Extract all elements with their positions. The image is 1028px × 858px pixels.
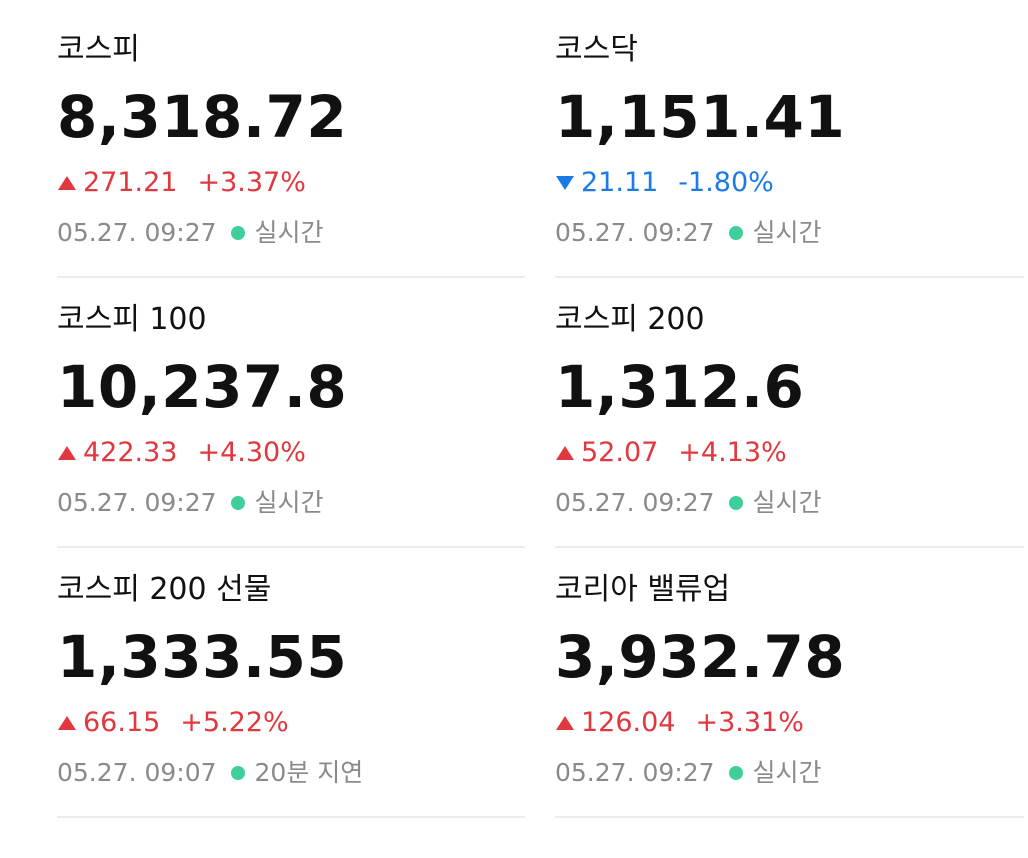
divider [555,816,1024,818]
up-arrow [556,716,574,730]
index-name: 코리아 밸류업 [555,572,731,607]
status-dot [230,496,245,510]
index-value: 8,318.72 [57,83,348,151]
up-arrow [58,446,76,460]
timestamp: 05.27. 09:27 [555,488,715,517]
divider [555,546,1024,548]
arrow-shape [556,446,574,460]
meta-row: 05.27. 09:27 실시간 [555,217,822,249]
divider [57,816,525,818]
change-row: 66.15 +5.22% [57,707,289,739]
status-dot [728,496,743,510]
status-dot [728,226,743,240]
index-value: 1,333.55 [57,623,348,691]
arrow-shape [58,446,76,460]
index-name: 코스피 [57,32,140,67]
up-arrow [58,716,76,730]
change-amount: 271.21 [83,167,178,198]
timestamp: 05.27. 09:27 [555,758,715,787]
status: 실시간 [254,488,324,517]
change-row: 126.04 +3.31% [555,707,804,739]
timestamp: 05.27. 09:27 [57,218,217,247]
timestamp: 05.27. 09:27 [555,218,715,247]
status: 20분 지연 [254,758,364,787]
arrow-shape [556,176,574,190]
status: 실시간 [752,488,822,517]
divider [555,276,1024,278]
arrow-shape [58,716,76,730]
meta-row: 05.27. 09:07 20분 지연 [57,757,363,789]
index-value: 10,237.8 [57,353,348,421]
meta-row: 05.27. 09:27 실시간 [57,217,324,249]
index-name: 코스피 200 선물 [57,572,272,607]
up-arrow [556,446,574,460]
meta-row: 05.27. 09:27 실시간 [555,757,822,789]
index-name: 코스피 200 [555,302,705,337]
index-name: 코스닥 [555,32,638,67]
timestamp: 05.27. 09:27 [57,488,217,517]
meta-row: 05.27. 09:27 실시간 [57,487,324,519]
index-card[interactable]: 코스피 100 10,237.8 422.33 +4.30% 05.27. 09:27 실… [57,290,525,548]
change-amount: 66.15 [83,707,161,738]
change-percent: +5.22% [180,707,289,738]
index-card[interactable]: 코스닥 1,151.41 21.11 -1.80% 05.27. 09:27 실시간 [555,20,1024,278]
change-amount: 21.11 [581,167,659,198]
meta-row: 05.27. 09:27 실시간 [555,487,822,519]
change-percent: +3.37% [197,167,306,198]
change-percent: +4.30% [197,437,306,468]
divider [57,276,525,278]
change-percent: +3.31% [695,707,804,738]
up-arrow [58,176,76,190]
status: 실시간 [752,218,822,247]
status: 실시간 [752,758,822,787]
timestamp: 05.27. 09:07 [57,758,217,787]
change-percent: +4.13% [678,437,787,468]
change-row: 422.33 +4.30% [57,437,306,469]
change-amount: 126.04 [581,707,676,738]
arrow-shape [556,716,574,730]
index-card[interactable]: 코리아 밸류업 3,932.78 126.04 +3.31% 05.27. 09:27 실… [555,560,1024,818]
status-dot [230,226,245,240]
status-dot [230,766,245,780]
index-card[interactable]: 코스피 8,318.72 271.21 +3.37% 05.27. 09:27 실시간 [57,20,525,278]
divider [57,546,525,548]
change-row: 271.21 +3.37% [57,167,306,199]
index-card[interactable]: 코스피 200 1,312.6 52.07 +4.13% 05.27. 09:27 실시간 [555,290,1024,548]
index-value: 1,312.6 [555,353,805,421]
status-dot [728,766,743,780]
status: 실시간 [254,218,324,247]
arrow-shape [58,176,76,190]
change-row: 21.11 -1.80% [555,167,774,199]
change-row: 52.07 +4.13% [555,437,787,469]
change-percent: -1.80% [678,167,774,198]
index-value: 1,151.41 [555,83,846,151]
change-amount: 422.33 [83,437,178,468]
index-value: 3,932.78 [555,623,846,691]
index-name: 코스피 100 [57,302,207,337]
index-card[interactable]: 코스피 200 선물 1,333.55 66.15 +5.22% 05.27. 09:0… [57,560,525,818]
down-arrow [556,176,574,190]
change-amount: 52.07 [581,437,659,468]
